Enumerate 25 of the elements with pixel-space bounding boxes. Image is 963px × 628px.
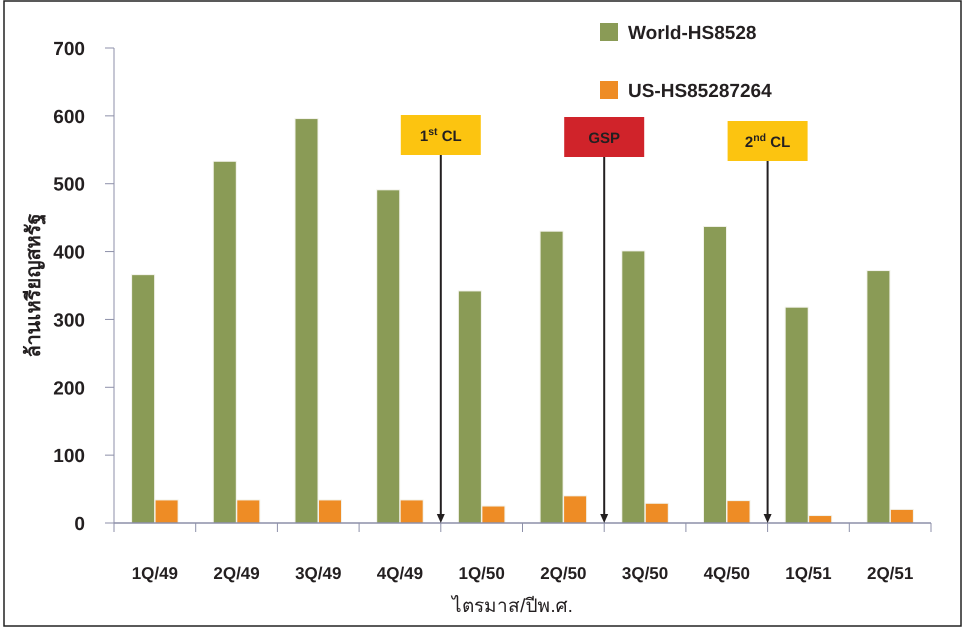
x-axis-title: ไตรมาส/ปีพ.ศ.	[450, 595, 573, 617]
x-tick-label: 4Q/49	[376, 564, 424, 583]
legend-label: US-HS85287264	[628, 81, 772, 102]
y-tick-label: 500	[53, 174, 85, 196]
annotation: GSP	[588, 130, 620, 147]
x-tick-label: 4Q/50	[704, 564, 750, 583]
x-tick-label: 1Q/50	[458, 564, 505, 583]
x-tick-label: 3Q/50	[622, 564, 668, 583]
x-tick-label: 2Q/50	[540, 564, 587, 583]
x-tick-label: 3Q/49	[295, 564, 342, 583]
x-tick-label: 2Q/51	[866, 564, 914, 583]
y-axis-title: ล้านเหรียญสหรัฐ	[22, 214, 47, 358]
y-tick-label: 600	[53, 106, 85, 128]
x-tick-label: 1Q/49	[132, 564, 178, 583]
x-tick-label: 2Q/49	[213, 564, 260, 583]
x-tick-label: 1Q/51	[785, 564, 832, 583]
y-tick-label: 700	[53, 39, 85, 60]
legend-label: World-HS8528	[628, 23, 756, 44]
y-tick-label: 0	[74, 514, 85, 535]
annotation: 1$^{st}$ CL	[420, 126, 462, 145]
annotation: 2$^{nd}$ CL	[744, 132, 790, 151]
y-tick-label: 100	[53, 446, 85, 468]
y-tick-label: 400	[53, 242, 85, 264]
y-tick-label: 200	[53, 378, 85, 400]
y-tick-label: 300	[53, 310, 85, 332]
